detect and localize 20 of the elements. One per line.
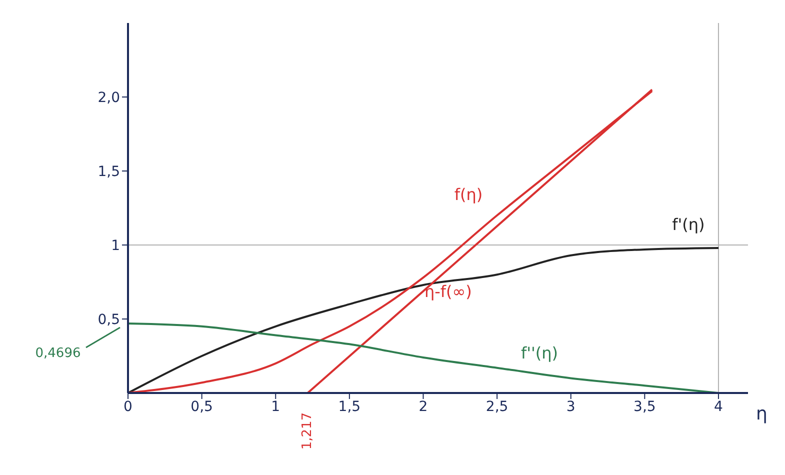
y-tick-label: 0,5	[98, 312, 120, 328]
series-label: f'(η)	[672, 214, 705, 234]
x-tick-label: 4	[714, 398, 724, 415]
x-tick-label: 2,5	[486, 398, 508, 415]
x-tick-label: 3	[566, 398, 576, 415]
y-tick-label: 2,0	[98, 90, 120, 106]
x-tick-label: 2	[418, 398, 428, 415]
annotation: 1,217	[300, 412, 316, 450]
annotation: 0,4696	[35, 346, 81, 362]
series-label: f(η)	[454, 185, 483, 204]
x-tick-label: 3,5	[634, 398, 656, 415]
series-label: η-f(∞)	[424, 282, 472, 301]
y-tick-label: 1,5	[98, 164, 120, 180]
x-tick-label: 1	[271, 398, 280, 415]
y-tick-label: 1	[111, 238, 120, 254]
x-tick-label: 0	[124, 398, 132, 415]
x-tick-label: 1,5	[338, 398, 361, 415]
series-label: f''(η)	[520, 343, 558, 362]
x-axis-title: η	[756, 403, 768, 424]
x-tick-label: 0,5	[190, 398, 213, 415]
